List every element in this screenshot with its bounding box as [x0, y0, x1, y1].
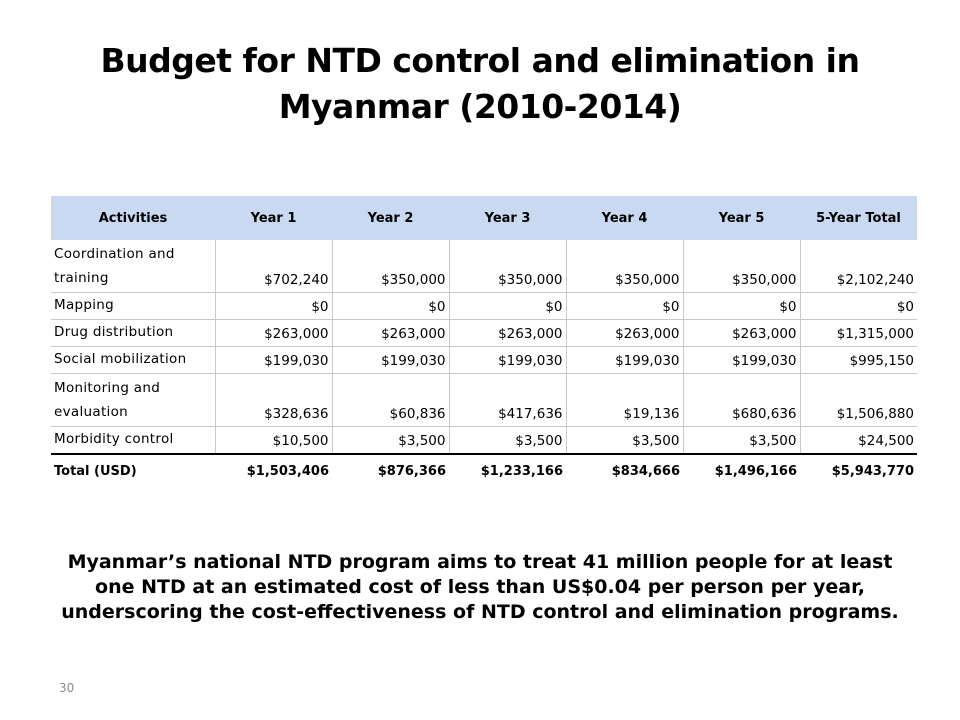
value-cell: $199,030: [448, 346, 566, 374]
table-row: Mapping $0 $0 $0 $0 $0 $0: [51, 292, 917, 320]
table-header: Activities Year 1 Year 2 Year 3 Year 4 Y…: [51, 196, 917, 240]
total-cell: $995,150: [799, 346, 917, 374]
table-row: Morbidity control $10,500 $3,500 $3,500 …: [51, 426, 917, 455]
value-cell: $0: [565, 292, 683, 320]
table-row: Social mobilization $199,030 $199,030 $1…: [51, 346, 917, 374]
total-value-cell: $1,496,166: [714, 463, 797, 479]
activity-cell: Drug distribution: [51, 319, 215, 347]
budget-table: Activities Year 1 Year 2 Year 3 Year 4 Y…: [51, 196, 917, 487]
value-cell: $417,636: [448, 373, 566, 427]
value-cell: $199,030: [682, 346, 800, 374]
header-year-5: Year 5: [683, 196, 800, 240]
header-year-2: Year 2: [332, 196, 449, 240]
activity-cell: Monitoring and evaluation: [51, 373, 215, 427]
value-cell: $199,030: [331, 346, 449, 374]
value-cell: $350,000: [448, 240, 566, 293]
value-cell: $350,000: [565, 240, 683, 293]
value-cell: $0: [682, 292, 800, 320]
value-cell: $0: [448, 292, 566, 320]
value-cell: $702,240: [214, 240, 332, 293]
budget-table-container: Activities Year 1 Year 2 Year 3 Year 4 Y…: [51, 196, 917, 487]
total-value-cell: $1,503,406: [246, 463, 329, 479]
activity-cell: Social mobilization: [51, 346, 215, 374]
value-cell: $263,000: [331, 319, 449, 347]
value-cell: $60,836: [331, 373, 449, 427]
total-cell: $0: [799, 292, 917, 320]
header-5-year-total: 5-Year Total: [800, 196, 917, 240]
table-body: Coordination and training $702,240 $350,…: [51, 240, 917, 455]
value-cell: $0: [331, 292, 449, 320]
total-cell: $1,315,000: [799, 319, 917, 347]
header-activities: Activities: [51, 196, 215, 240]
value-cell: $199,030: [214, 346, 332, 374]
value-cell: $263,000: [682, 319, 800, 347]
value-cell: $3,500: [565, 426, 683, 455]
activity-cell: Coordination and training: [51, 240, 215, 293]
value-cell: $10,500: [214, 426, 332, 455]
table-footer: Total (USD) $1,503,406 $876,366 $1,233,1…: [51, 454, 917, 487]
total-cell: $2,102,240: [799, 240, 917, 293]
value-cell: $3,500: [448, 426, 566, 455]
total-cell: $24,500: [799, 426, 917, 455]
value-cell: $350,000: [682, 240, 800, 293]
activity-cell: Morbidity control: [51, 426, 215, 455]
page-number: 30: [59, 681, 75, 695]
header-year-3: Year 3: [449, 196, 566, 240]
value-cell: $680,636: [682, 373, 800, 427]
value-cell: $263,000: [214, 319, 332, 347]
total-row: Total (USD) $1,503,406 $876,366 $1,233,1…: [51, 454, 917, 487]
table-row: Drug distribution $263,000 $263,000 $263…: [51, 319, 917, 347]
total-cell: $1,506,880: [799, 373, 917, 427]
value-cell: $3,500: [682, 426, 800, 455]
header-row: Activities Year 1 Year 2 Year 3 Year 4 Y…: [51, 196, 917, 240]
value-cell: $3,500: [331, 426, 449, 455]
total-value-cell: $876,366: [377, 463, 446, 479]
total-value-cell: $1,233,166: [480, 463, 563, 479]
header-year-4: Year 4: [566, 196, 683, 240]
value-cell: $199,030: [565, 346, 683, 374]
total-value-cell: $834,666: [611, 463, 680, 479]
grand-total-cell: $5,943,770: [831, 463, 914, 479]
value-cell: $263,000: [565, 319, 683, 347]
slide-title: Budget for NTD control and elimination i…: [100, 41, 860, 126]
value-cell: $263,000: [448, 319, 566, 347]
value-cell: $328,636: [214, 373, 332, 427]
value-cell: $19,136: [565, 373, 683, 427]
value-cell: $0: [214, 292, 332, 320]
summary-text: Myanmar’s national NTD program aims to t…: [61, 551, 899, 623]
header-year-1: Year 1: [215, 196, 332, 240]
table-row: Monitoring and evaluation $328,636 $60,8…: [51, 373, 917, 427]
total-label: Total (USD): [54, 463, 137, 479]
value-cell: $350,000: [331, 240, 449, 293]
activity-cell: Mapping: [51, 292, 215, 320]
table-row: Coordination and training $702,240 $350,…: [51, 240, 917, 293]
